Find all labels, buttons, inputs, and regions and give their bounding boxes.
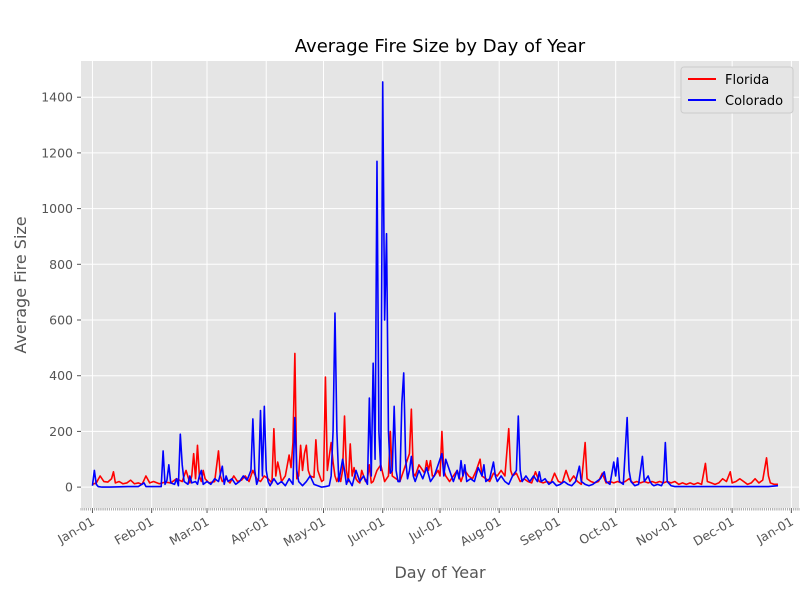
y-axis-label: Average Fire Size <box>11 216 30 353</box>
y-tick-label: 1000 <box>41 201 73 216</box>
legend-label-colorado: Colorado <box>725 94 783 109</box>
y-tick-label: 200 <box>49 424 73 439</box>
series-line-florida <box>92 352 778 486</box>
legend: Florida Colorado <box>680 66 794 114</box>
y-tick-label: 800 <box>49 257 73 272</box>
y-tick-label: 600 <box>49 313 73 328</box>
legend-label-florida: Florida <box>725 73 769 88</box>
y-tick-label: 1400 <box>41 90 73 105</box>
series-layer <box>91 81 779 488</box>
y-axis: 0 200 400 600 800 1000 1200 1400 <box>41 90 81 495</box>
y-tick-label: 0 <box>65 480 73 495</box>
series-line-colorado <box>91 81 779 488</box>
y-tick-label: 1200 <box>41 145 73 160</box>
x-axis-label: Day of Year <box>394 563 485 582</box>
chart-title: Average Fire Size by Day of Year <box>295 36 586 57</box>
grid <box>81 61 799 508</box>
y-tick-label: 400 <box>49 368 73 383</box>
